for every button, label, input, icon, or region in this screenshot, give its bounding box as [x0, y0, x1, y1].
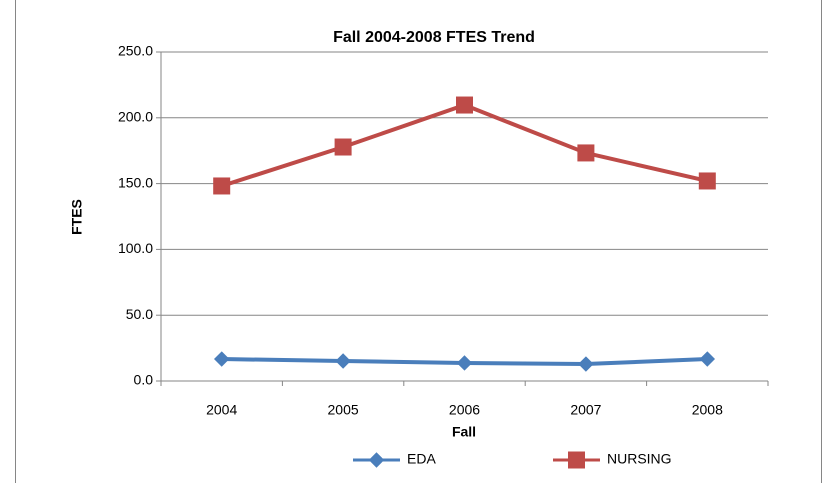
y-axis-label: FTES [69, 199, 85, 235]
data-point [456, 355, 473, 371]
y-tick-label: 250.0 [118, 43, 153, 59]
data-point [334, 138, 352, 156]
legend-marker [368, 452, 385, 468]
legend-label: NURSING [607, 451, 672, 467]
data-point [213, 351, 230, 367]
x-tick-label: 2005 [328, 402, 359, 418]
chart-title: Fall 2004-2008 FTES Trend [333, 29, 535, 46]
x-tick-label: 2004 [206, 402, 237, 418]
data-point [213, 177, 231, 195]
x-tick-label: 2006 [449, 402, 480, 418]
x-axis-label: Fall [452, 424, 476, 440]
data-point [456, 96, 473, 114]
legend-label: EDA [407, 451, 436, 467]
chart-frame [15, 0, 822, 483]
data-point [699, 351, 716, 367]
y-tick-label: 100.0 [118, 240, 153, 256]
y-tick-label: 150.0 [118, 174, 153, 190]
data-point [578, 356, 594, 372]
data-point [335, 353, 351, 369]
y-tick-label: 0.0 [134, 372, 154, 388]
y-tick-label: 50.0 [126, 306, 153, 322]
x-tick-label: 2008 [692, 402, 723, 418]
data-point [698, 172, 716, 190]
legend-marker [568, 451, 585, 469]
y-tick-label: 200.0 [118, 109, 153, 125]
data-point [577, 144, 595, 162]
x-tick-label: 2007 [570, 402, 601, 418]
